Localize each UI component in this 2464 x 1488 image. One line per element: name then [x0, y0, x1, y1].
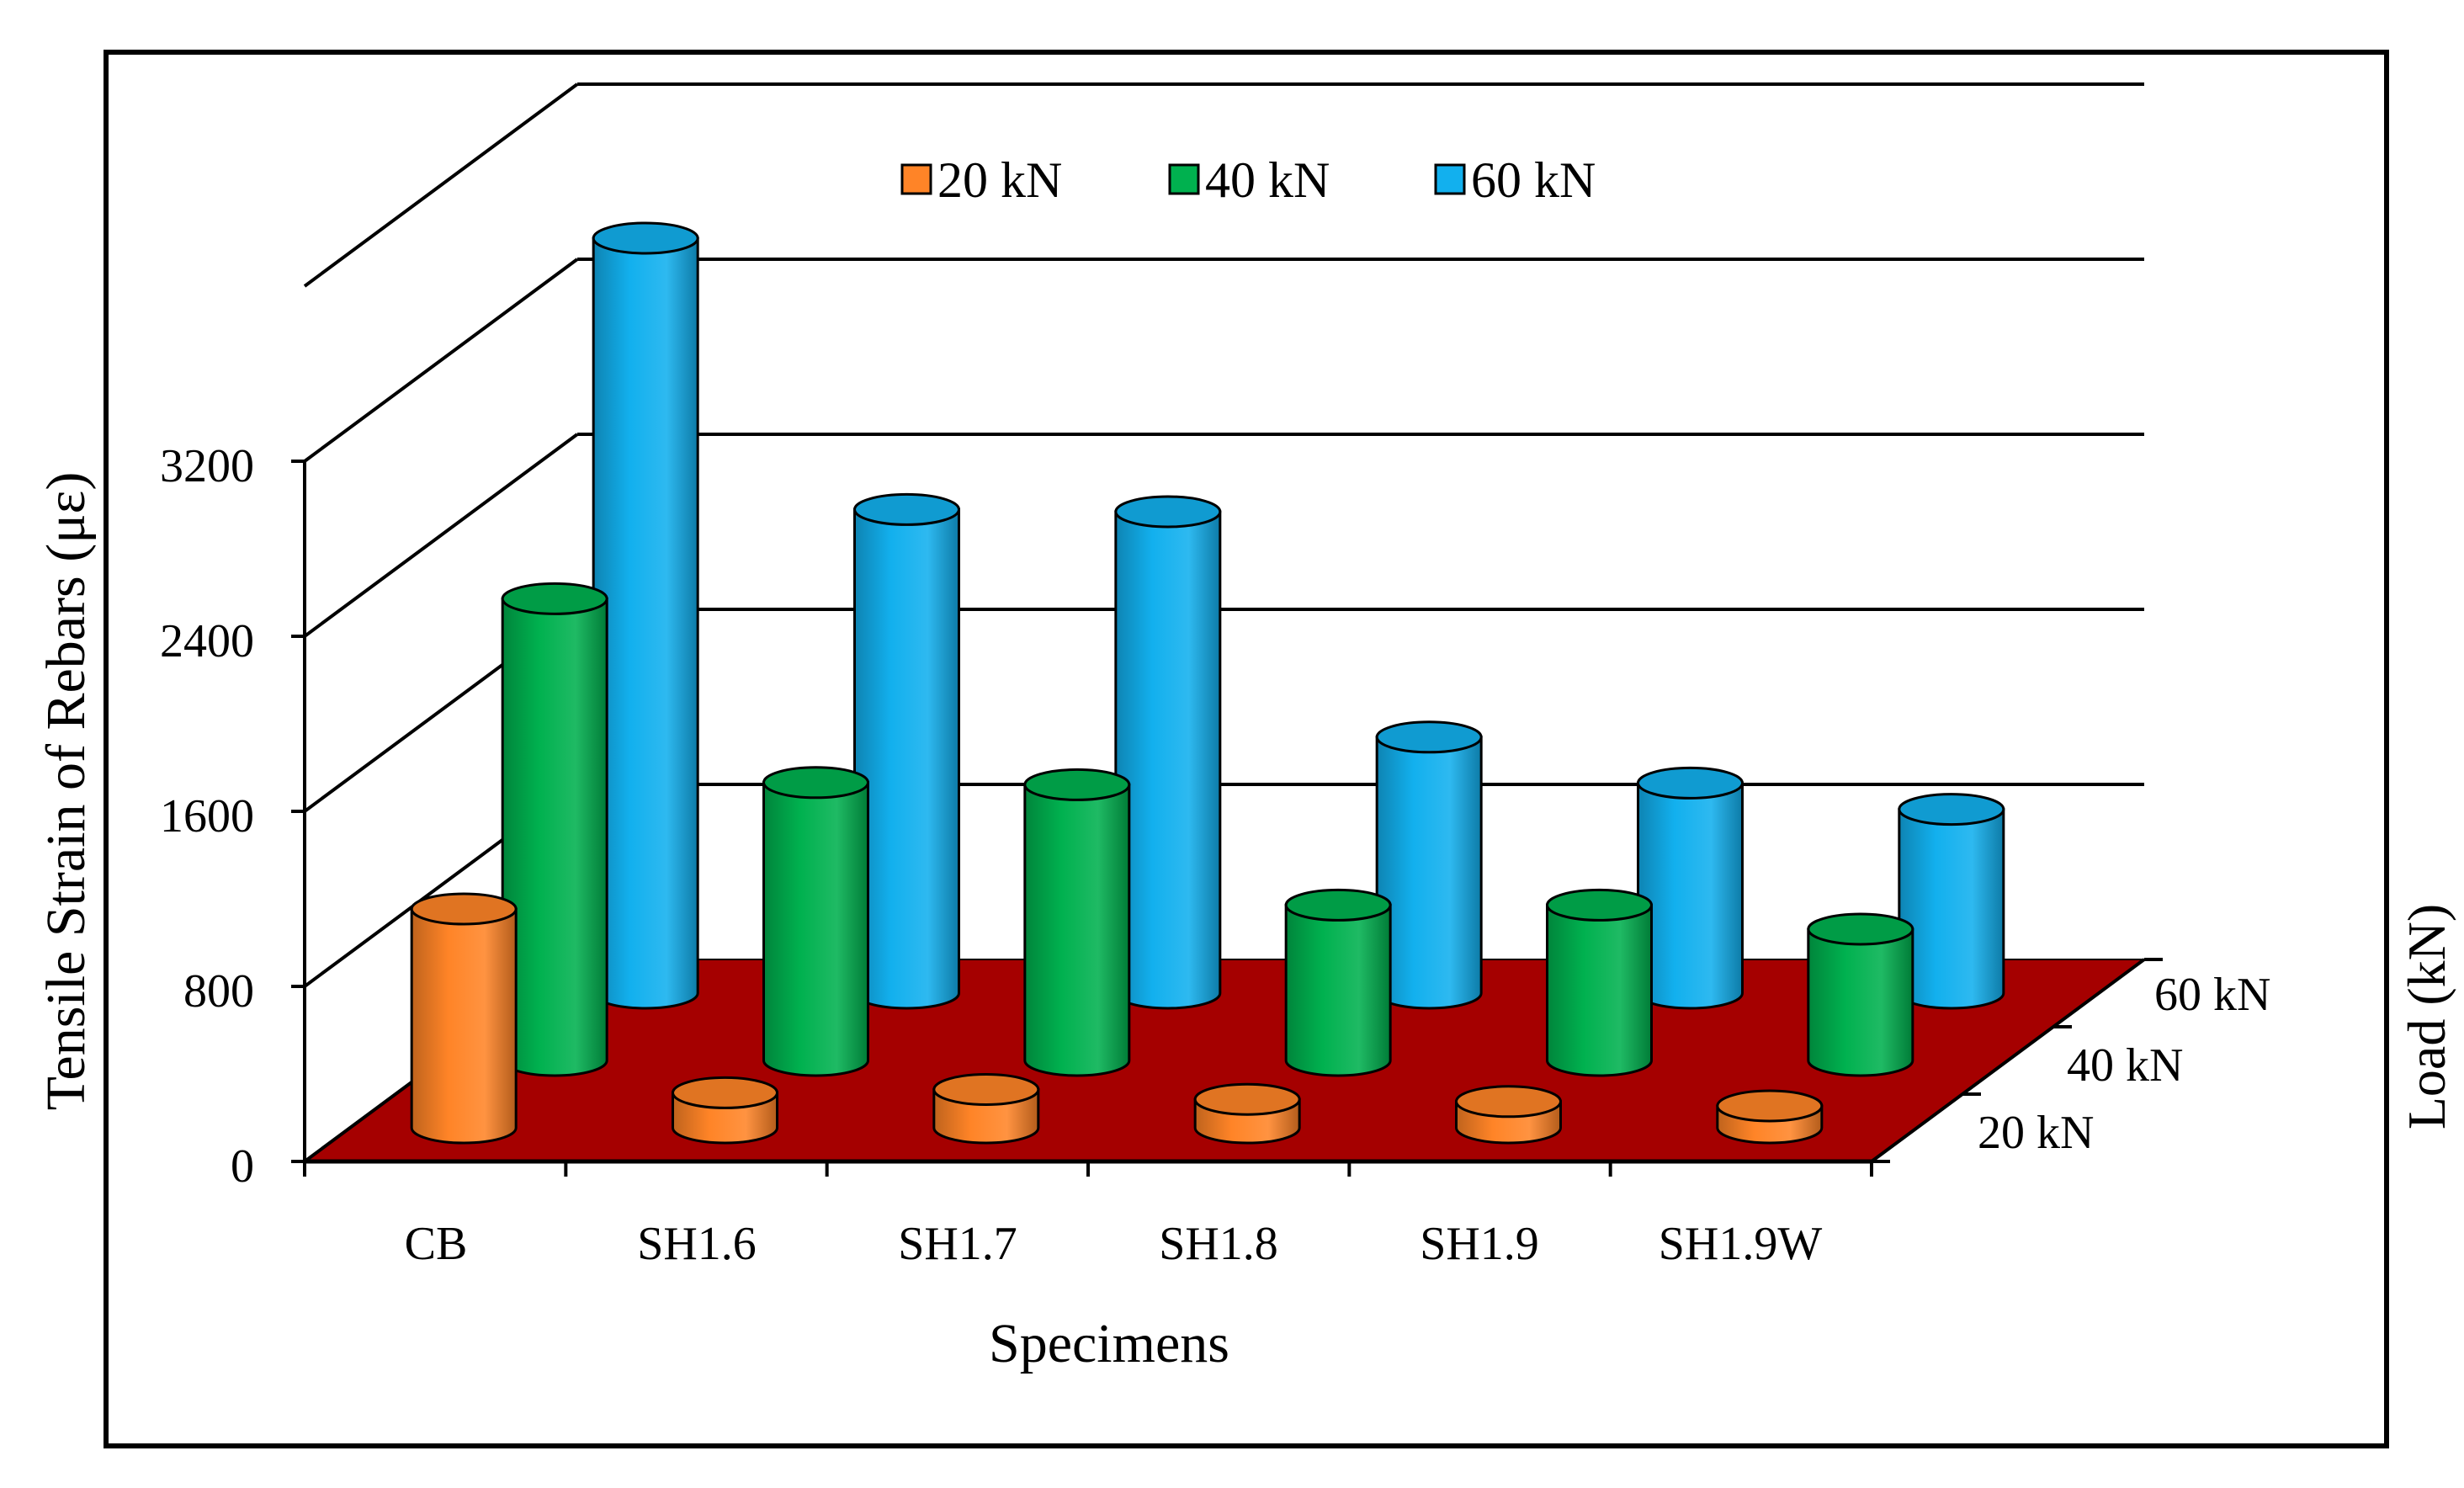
bar-top: [1716, 1089, 1824, 1123]
bar-cylinder: [1284, 888, 1392, 1077]
bar-cylinder: [1455, 1085, 1562, 1145]
bar-cylinder: [853, 492, 960, 1010]
bar-cylinder: [672, 1076, 778, 1145]
bar-top: [1546, 888, 1653, 922]
bar-top: [853, 492, 960, 526]
z-tick-label: 40 kN: [2067, 1039, 2183, 1092]
bar-body: [762, 781, 869, 1077]
y-tick-label: 0: [231, 1140, 254, 1193]
bar-body: [1284, 903, 1392, 1077]
bar-cylinder: [1898, 793, 2005, 1010]
x-tick-label: SH1.6: [637, 1218, 757, 1270]
bar-cylinder: [1637, 766, 1744, 1010]
bar-cylinder: [1716, 1089, 1824, 1145]
legend: 20 kN 40 kN 60 kN: [900, 152, 1596, 208]
bar-body: [1114, 510, 1222, 1010]
bar-body: [592, 236, 699, 1010]
x-tick-label: SH1.8: [1159, 1218, 1278, 1270]
bar-layer: [410, 221, 2005, 1145]
wall-gridline: [303, 82, 579, 288]
bar-cylinder: [1375, 720, 1483, 1010]
legend-label: 20 kN: [937, 152, 1062, 208]
bar-top: [592, 221, 699, 255]
bar-body: [410, 907, 518, 1145]
y-tick-label: 3200: [160, 440, 254, 492]
wall-gridline: [303, 258, 579, 463]
bar-top: [1284, 888, 1392, 922]
bar-body: [1637, 781, 1744, 1010]
bar-top: [762, 766, 869, 800]
z-tick-label: 60 kN: [2154, 969, 2270, 1021]
bar-top: [1807, 912, 1914, 946]
bar-cylinder: [1807, 912, 1914, 1077]
y-axis-title: Tensile Strain of Rebars (με): [35, 472, 97, 1111]
bar-cylinder: [932, 1073, 1040, 1145]
bar-body: [501, 597, 608, 1077]
bar-top: [932, 1073, 1040, 1106]
x-tick-label: SH1.9: [1420, 1218, 1539, 1270]
x-tick-label: SH1.7: [898, 1218, 1017, 1270]
x-axis-title: Specimens: [989, 1313, 1229, 1374]
x-tick-label: SH1.9W: [1659, 1218, 1823, 1270]
bar-top: [1193, 1082, 1301, 1116]
bar-body: [1807, 927, 1914, 1077]
bar-top: [1375, 720, 1483, 754]
chart-frame: [104, 50, 2389, 1448]
z-tick-label: 20 kN: [1978, 1107, 2094, 1159]
bar-body: [1375, 736, 1483, 1010]
y-tick-label: 1600: [160, 790, 254, 842]
bar-cylinder: [592, 221, 699, 1010]
bar-body: [853, 508, 960, 1010]
bar-top: [1114, 495, 1222, 529]
bar-top: [501, 582, 608, 615]
bar-cylinder: [1193, 1082, 1301, 1145]
legend-swatch-20kn: [900, 163, 932, 195]
legend-swatch-40kn: [1168, 163, 1200, 195]
bar-body: [1546, 903, 1653, 1077]
x-tick-label: CB: [405, 1218, 468, 1270]
bar-top: [1455, 1085, 1562, 1119]
wall-gridline: [303, 433, 579, 638]
grid-layer: [303, 82, 2144, 1163]
bar-top: [410, 892, 518, 926]
axis-layer: [291, 460, 2163, 1177]
bar-cylinder: [762, 766, 869, 1077]
bar-cylinder: [501, 582, 608, 1077]
legend-label: 60 kN: [1471, 152, 1596, 208]
bar-top: [1898, 793, 2005, 826]
y-tick-label: 2400: [160, 615, 254, 667]
bar-cylinder: [1546, 888, 1653, 1077]
y-tick-label: 800: [183, 965, 254, 1018]
legend-swatch-60kn: [1434, 163, 1466, 195]
bar-cylinder: [410, 892, 518, 1145]
bar-body: [1898, 808, 2005, 1010]
bar-top: [1637, 766, 1744, 800]
legend-label: 40 kN: [1205, 152, 1330, 208]
bar-cylinder: [1114, 495, 1222, 1010]
z-axis-line: [1870, 958, 2146, 1163]
z-axis-title: Load (kN): [2397, 904, 2456, 1129]
bar-body: [1023, 783, 1131, 1077]
bar-cylinder: [1023, 768, 1131, 1077]
bar-top: [1023, 768, 1131, 801]
bar-top: [672, 1076, 778, 1109]
